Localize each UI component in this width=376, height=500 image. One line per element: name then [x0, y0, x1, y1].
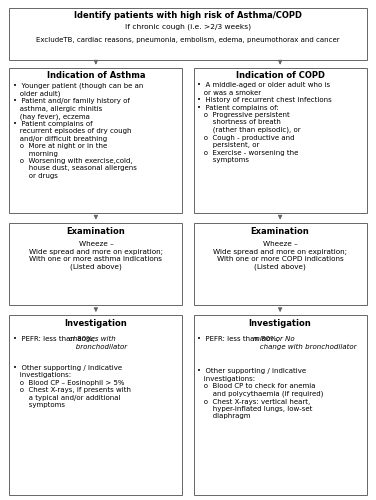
Text: minor or No
   change with bronchodilator: minor or No change with bronchodilator [253, 336, 356, 349]
FancyBboxPatch shape [9, 68, 182, 212]
Text: Wheeze –
Wide spread and more on expiration;
With one or more COPD indications
(: Wheeze – Wide spread and more on expirat… [213, 242, 347, 270]
Text: Identify patients with high risk of Asthma/COPD: Identify patients with high risk of Asth… [74, 12, 302, 20]
Text: Wheeze –
Wide spread and more on expiration;
With one or more asthma indications: Wheeze – Wide spread and more on expirat… [29, 242, 163, 270]
Text: •  Younger patient (though can be an
   older adult)
•  Patient and/or family hi: • Younger patient (though can be an olde… [13, 82, 144, 179]
Text: If chronic cough (i.e. >2/3 weeks): If chronic cough (i.e. >2/3 weeks) [125, 24, 251, 30]
FancyBboxPatch shape [9, 222, 182, 305]
Text: Examination: Examination [251, 226, 309, 235]
FancyBboxPatch shape [9, 8, 367, 60]
Text: •  PEFR: less than 80%;: • PEFR: less than 80%; [13, 336, 97, 342]
Text: Indication of COPD: Indication of COPD [236, 71, 324, 80]
Text: changes with
   bronchodilator: changes with bronchodilator [69, 336, 127, 349]
Text: ExcludeTB, cardiac reasons, pneumonia, embolism, edema, pneumothorax and cancer: ExcludeTB, cardiac reasons, pneumonia, e… [36, 36, 340, 43]
Text: Investigation: Investigation [65, 319, 127, 328]
Text: Indication of Asthma: Indication of Asthma [47, 71, 145, 80]
Text: •  Other supporting / indicative
   investigations:
   o  Blood CP to check for : • Other supporting / indicative investig… [197, 368, 324, 420]
FancyBboxPatch shape [194, 68, 367, 212]
Text: •  A middle-aged or older adult who is
   or was a smoker
•  History of recurren: • A middle-aged or older adult who is or… [197, 82, 332, 163]
Text: •  Other supporting / indicative
   investigations:
   o  Blood CP – Eosinophil : • Other supporting / indicative investig… [13, 365, 131, 408]
Text: Investigation: Investigation [249, 319, 311, 328]
Text: Examination: Examination [67, 226, 125, 235]
FancyBboxPatch shape [194, 222, 367, 305]
FancyBboxPatch shape [194, 315, 367, 495]
Text: •  PEFR: less than 80%;: • PEFR: less than 80%; [197, 336, 282, 342]
FancyBboxPatch shape [9, 315, 182, 495]
